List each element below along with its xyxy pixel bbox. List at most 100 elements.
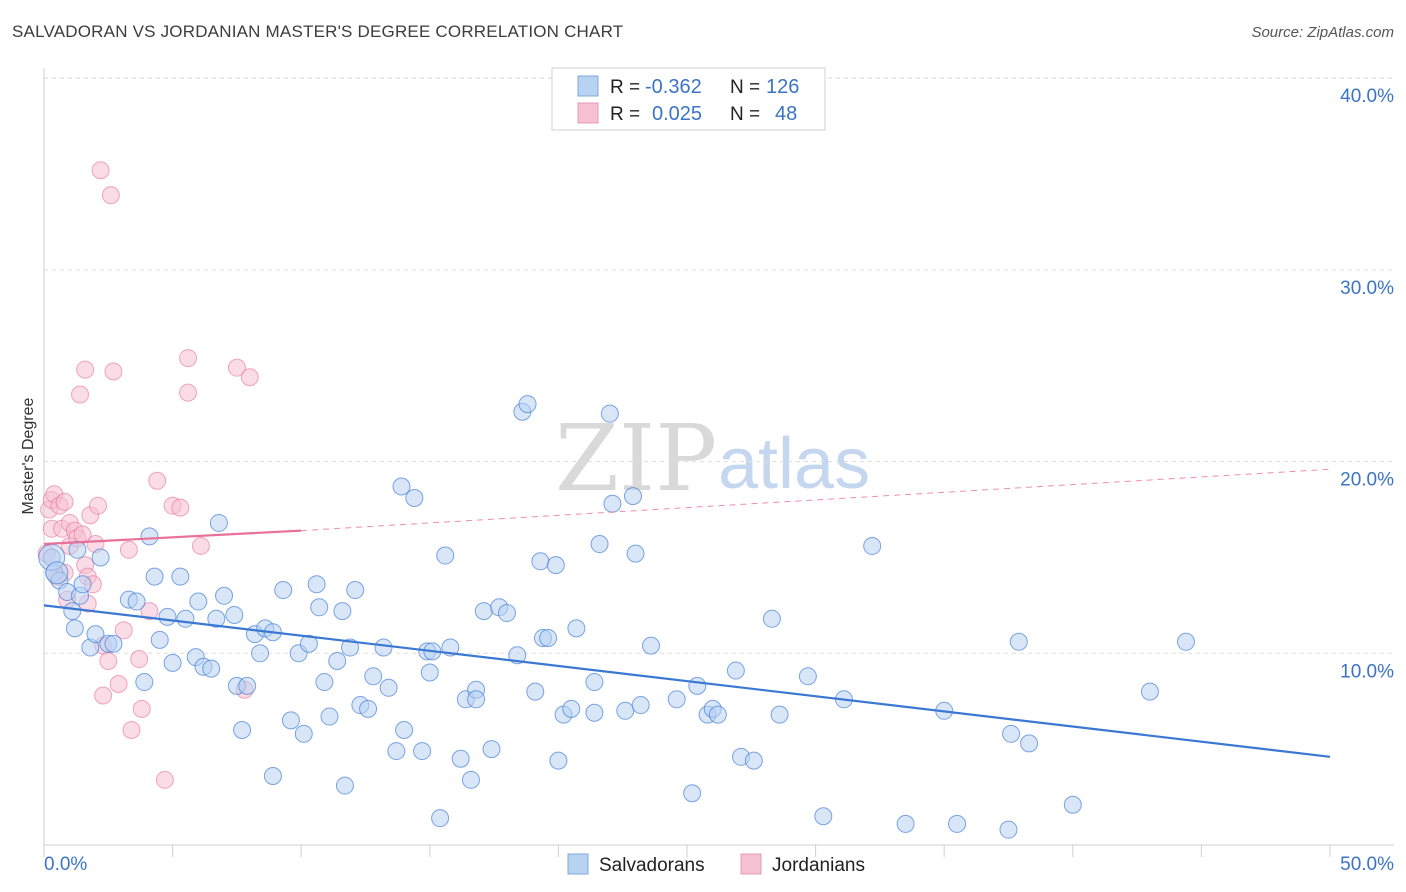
chart-title: SALVADORAN VS JORDANIAN MASTER'S DEGREE … xyxy=(12,22,624,41)
salvadoran-point xyxy=(315,673,334,692)
jordanians-points xyxy=(37,161,259,789)
salvadoran-point xyxy=(68,540,87,559)
salvadoran-point xyxy=(1063,795,1082,814)
salvadoran-point xyxy=(474,602,493,621)
salvadoran-point xyxy=(896,814,915,833)
salvadoran-point xyxy=(274,581,293,600)
series-legend: Salvadorans Jordanians xyxy=(567,853,865,876)
jordanian-point xyxy=(109,674,128,693)
salvadoran-point xyxy=(135,673,154,692)
salvadoran-point xyxy=(562,699,581,718)
y-tick-label: 20.0% xyxy=(1340,470,1394,491)
salvadoran-point xyxy=(281,711,300,730)
salvadoran-point xyxy=(482,740,501,759)
jordanian-point xyxy=(101,186,120,205)
legend-swatch-blue xyxy=(577,75,599,97)
jordanian-point xyxy=(191,536,210,555)
salvadoran-point xyxy=(590,535,609,554)
legend-n-value-2: 48 xyxy=(775,103,797,125)
salvadoran-point xyxy=(91,548,110,567)
salvadoran-point xyxy=(1009,632,1028,651)
salvadoran-point xyxy=(189,592,208,611)
jordanian-point xyxy=(179,349,198,368)
salvadoran-point xyxy=(1020,734,1039,753)
salvadoran-point xyxy=(567,619,586,638)
legend-n-label-1: N = xyxy=(730,77,760,98)
jordanian-point xyxy=(89,496,108,515)
salvadoran-point xyxy=(307,575,326,594)
salvadoran-point xyxy=(688,676,707,695)
bottom-legend-salvadorans: Salvadorans xyxy=(599,855,705,876)
salvadoran-point xyxy=(395,720,414,739)
salvadoran-point xyxy=(539,628,558,647)
axes xyxy=(43,68,1394,846)
bottom-legend-jordanians: Jordanians xyxy=(772,855,865,876)
salvadoran-point xyxy=(497,604,516,623)
salvadoran-point xyxy=(379,678,398,697)
salvadoran-point xyxy=(518,395,537,414)
salvadoran-point xyxy=(631,696,650,715)
salvadoran-point xyxy=(1176,632,1195,651)
salvadoran-point xyxy=(420,663,439,682)
salvadoran-point xyxy=(346,581,365,600)
salvadoran-point xyxy=(508,646,527,665)
salvadoran-point xyxy=(374,638,393,657)
y-tick-label: 10.0% xyxy=(1340,661,1394,682)
salvadoran-point xyxy=(335,776,354,795)
stats-legend: R = -0.362 N = 126 R = 0.025 N = 48 xyxy=(551,67,826,131)
jordanian-point xyxy=(119,540,138,559)
salvadoran-point xyxy=(948,814,967,833)
salvadoran-point xyxy=(215,586,234,605)
jordanian-point xyxy=(179,383,198,402)
jordanian-point xyxy=(227,358,246,377)
salvadoran-point xyxy=(207,609,226,628)
salvadoran-point xyxy=(251,644,270,663)
salvadoran-point xyxy=(744,751,763,770)
y-tick-label: 30.0% xyxy=(1340,278,1394,299)
salvadoran-point xyxy=(413,742,432,761)
y-axis-title: Master's Degree xyxy=(20,397,37,514)
bottom-legend-swatch-blue xyxy=(567,853,589,875)
salvadoran-point xyxy=(65,619,84,638)
salvadoran-point xyxy=(641,636,660,655)
jordanian-point xyxy=(132,699,151,718)
salvadoran-point xyxy=(176,609,195,628)
salvadoran-point xyxy=(999,820,1018,839)
x-ticks xyxy=(43,845,1331,857)
jordanian-point xyxy=(155,770,174,789)
salvadoran-point xyxy=(150,630,169,649)
salvadoran-point xyxy=(585,703,604,722)
salvadoran-point xyxy=(86,625,105,644)
salvadoran-point xyxy=(171,567,190,586)
jordanian-point xyxy=(99,651,118,670)
salvadoran-point xyxy=(127,592,146,611)
salvadoran-point xyxy=(531,552,550,571)
watermark-atlas: atlas xyxy=(718,424,870,504)
salvadoran-point xyxy=(145,567,164,586)
salvadoran-point xyxy=(364,667,383,686)
salvadoran-point xyxy=(603,494,622,513)
salvadoran-point xyxy=(863,536,882,555)
y-tick-labels: 10.0% 20.0% 30.0% 40.0% xyxy=(1340,86,1394,682)
legend-r-value-2: 0.025 xyxy=(652,103,702,125)
salvadoran-point xyxy=(359,699,378,718)
salvadoran-point xyxy=(436,546,455,565)
jordanian-point xyxy=(130,650,149,669)
salvadoran-point xyxy=(328,651,347,670)
salvadoran-point xyxy=(294,724,313,743)
salvadoran-point xyxy=(526,682,545,701)
salvadoran-point xyxy=(814,807,833,826)
legend-r-value-1: -0.362 xyxy=(645,76,702,98)
jordanian-point xyxy=(104,362,123,381)
jordanian-point xyxy=(171,498,190,517)
salvadoran-point xyxy=(546,556,565,575)
salvadoran-point xyxy=(341,638,360,657)
salvadoran-point xyxy=(63,602,82,621)
salvadoran-point xyxy=(333,602,352,621)
legend-swatch-pink xyxy=(577,102,599,124)
salvadoran-point xyxy=(708,705,727,724)
jordanian-point xyxy=(91,161,110,180)
jordanians-trend-line xyxy=(43,529,302,546)
salvadoran-point xyxy=(549,751,568,770)
